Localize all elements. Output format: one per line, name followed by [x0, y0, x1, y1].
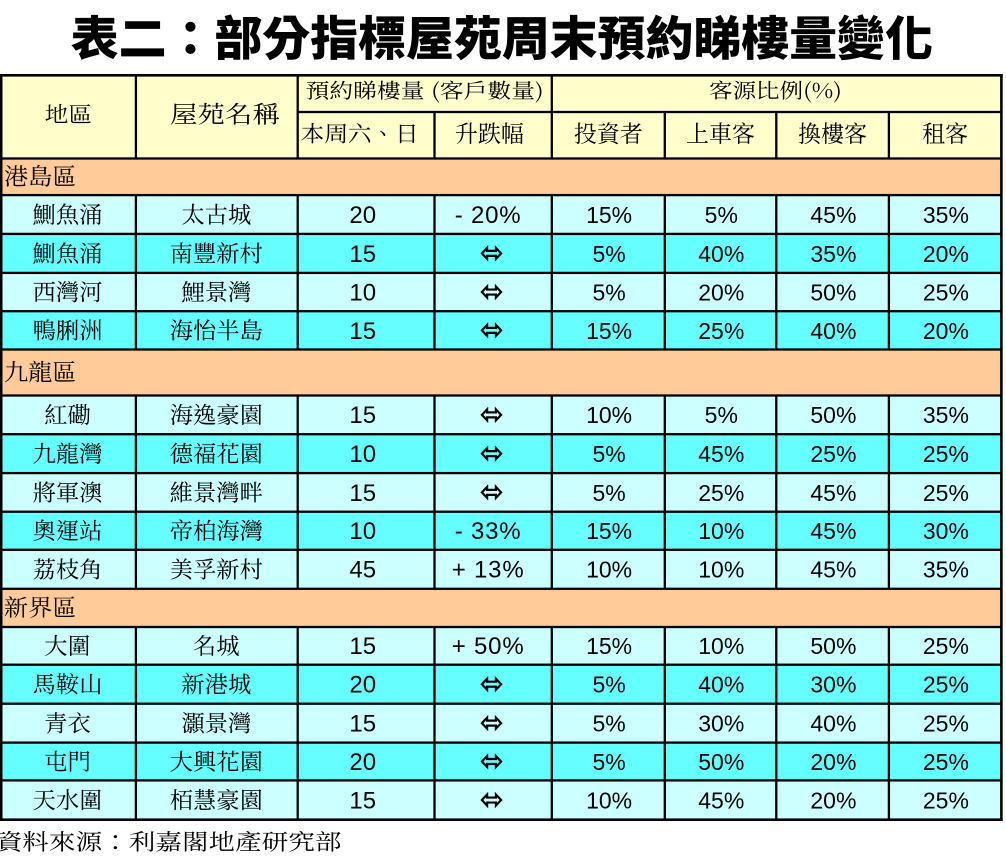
svg-text:20%: 20% — [923, 318, 969, 344]
svg-text:40%: 40% — [810, 318, 856, 344]
svg-text:20: 20 — [349, 672, 376, 699]
svg-text:5%: 5% — [592, 241, 625, 267]
svg-text:15%: 15% — [586, 318, 632, 344]
svg-text:25%: 25% — [923, 480, 969, 506]
svg-text:35%: 35% — [923, 402, 969, 428]
svg-text:20: 20 — [349, 202, 376, 229]
svg-text:45%: 45% — [698, 787, 744, 813]
svg-text:10: 10 — [349, 441, 376, 468]
svg-text:10%: 10% — [698, 557, 744, 583]
svg-text:25%: 25% — [923, 749, 969, 775]
svg-text:30%: 30% — [923, 518, 969, 544]
svg-text:25%: 25% — [698, 480, 744, 506]
svg-text:15: 15 — [349, 402, 376, 429]
svg-text:5%: 5% — [592, 441, 625, 467]
svg-text:25%: 25% — [923, 279, 969, 305]
svg-text:15: 15 — [349, 241, 376, 268]
svg-text:- 33%: - 33% — [455, 518, 522, 545]
svg-text:15: 15 — [349, 787, 376, 814]
svg-text:35%: 35% — [923, 202, 969, 228]
svg-text:50%: 50% — [810, 402, 856, 428]
svg-text:5%: 5% — [592, 279, 625, 305]
svg-text:+ 50%: + 50% — [452, 633, 525, 660]
svg-text:25%: 25% — [923, 441, 969, 467]
svg-text:15%: 15% — [586, 202, 632, 228]
svg-text:25%: 25% — [923, 633, 969, 659]
svg-text:10: 10 — [349, 279, 376, 306]
svg-text:45%: 45% — [810, 480, 856, 506]
svg-text:25%: 25% — [923, 787, 969, 813]
svg-text:50%: 50% — [698, 749, 744, 775]
svg-text:45%: 45% — [810, 557, 856, 583]
svg-text:40%: 40% — [698, 672, 744, 698]
svg-text:5%: 5% — [592, 480, 625, 506]
svg-text:20%: 20% — [810, 787, 856, 813]
svg-text:10%: 10% — [586, 557, 632, 583]
svg-text:10%: 10% — [586, 402, 632, 428]
svg-text:5%: 5% — [705, 202, 738, 228]
svg-text:5%: 5% — [592, 749, 625, 775]
svg-text:35%: 35% — [923, 557, 969, 583]
svg-text:45: 45 — [349, 557, 376, 584]
svg-text:20%: 20% — [698, 279, 744, 305]
svg-text:5%: 5% — [592, 672, 625, 698]
svg-text:50%: 50% — [810, 633, 856, 659]
svg-text:25%: 25% — [810, 441, 856, 467]
svg-text:25%: 25% — [923, 711, 969, 737]
svg-text:40%: 40% — [810, 711, 856, 737]
svg-text:30%: 30% — [698, 711, 744, 737]
svg-text:35%: 35% — [810, 241, 856, 267]
svg-text:10%: 10% — [698, 633, 744, 659]
svg-text:15: 15 — [349, 633, 376, 660]
svg-text:45%: 45% — [810, 202, 856, 228]
svg-text:45%: 45% — [810, 518, 856, 544]
svg-text:25%: 25% — [698, 318, 744, 344]
svg-text:15: 15 — [349, 480, 376, 507]
svg-text:20: 20 — [349, 749, 376, 776]
svg-text:5%: 5% — [705, 402, 738, 428]
svg-text:45%: 45% — [698, 441, 744, 467]
svg-text:20%: 20% — [810, 749, 856, 775]
svg-text:10: 10 — [349, 518, 376, 545]
svg-text:15%: 15% — [586, 518, 632, 544]
svg-text:15: 15 — [349, 318, 376, 345]
svg-text:25%: 25% — [923, 672, 969, 698]
svg-text:5%: 5% — [592, 711, 625, 737]
svg-text:10%: 10% — [586, 787, 632, 813]
svg-text:10%: 10% — [698, 518, 744, 544]
svg-text:+ 13%: + 13% — [452, 557, 525, 584]
svg-text:20%: 20% — [923, 241, 969, 267]
svg-text:- 20%: - 20% — [455, 202, 522, 229]
svg-text:15: 15 — [349, 711, 376, 738]
svg-text:15%: 15% — [586, 633, 632, 659]
svg-text:30%: 30% — [810, 672, 856, 698]
svg-text:40%: 40% — [698, 241, 744, 267]
svg-text:50%: 50% — [810, 279, 856, 305]
